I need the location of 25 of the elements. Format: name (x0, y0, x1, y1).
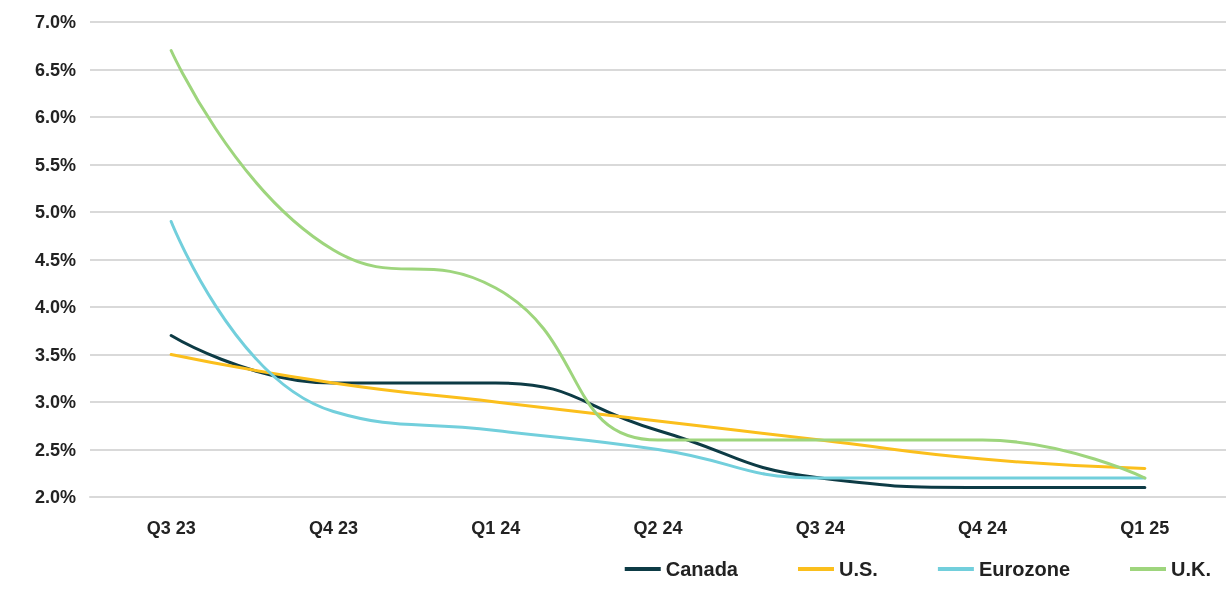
line-series (169, 353, 1147, 470)
y-tick-label: 5.0% (34, 202, 76, 222)
y-tick-label: 2.0% (34, 487, 76, 507)
y-tick-label: 4.5% (34, 249, 76, 270)
x-tick-label: Q1 24 (471, 518, 521, 538)
y-tick-label: 7.0% (34, 12, 76, 32)
y-tick-label: 3.5% (34, 344, 76, 365)
y-tick-label: 6.5% (34, 59, 76, 80)
x-tick-label: Q3 23 (146, 518, 196, 538)
line-series (169, 49, 1147, 480)
x-tick-label: Q2 24 (633, 518, 683, 538)
x-tick-label: Q1 25 (1120, 518, 1170, 538)
x-tick-label: Q3 24 (795, 518, 845, 538)
legend-label: Canada (665, 558, 739, 580)
y-tick-label: 5.5% (34, 154, 76, 175)
legend-label: U.K. (1171, 558, 1211, 580)
x-tick-label: Q4 23 (308, 518, 358, 538)
y-tick-label: 6.0% (34, 107, 76, 127)
x-tick-label: Q4 24 (958, 518, 1008, 538)
legend-label: U.S. (838, 558, 878, 580)
legend-label: Eurozone (978, 558, 1071, 580)
y-tick-label: 2.5% (34, 439, 76, 460)
y-tick-label: 3.0% (34, 392, 76, 412)
y-tick-label: 4.0% (34, 297, 76, 317)
line-series (169, 220, 1147, 480)
